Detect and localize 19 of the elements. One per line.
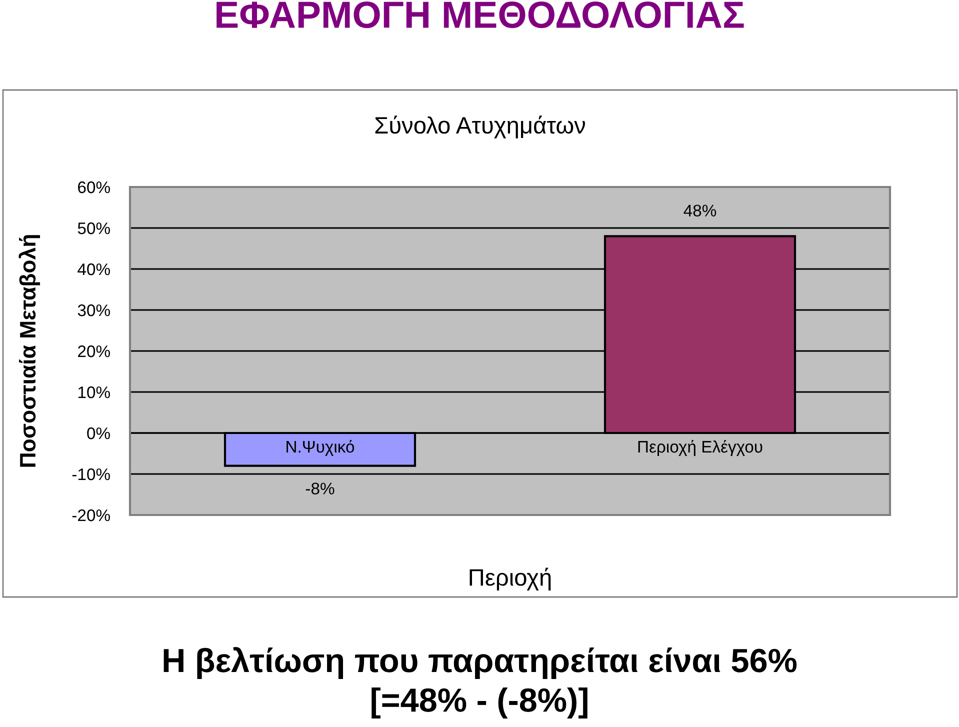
y-tick-label: 50% [78, 222, 110, 234]
text: [=48% - (-8%)] [372, 687, 588, 719]
x-tick-label: Περιοχή Ελέγχου [638, 440, 762, 456]
y-tick-label: 60% [78, 181, 110, 194]
x-axis-title: Περιοχή [470, 568, 551, 590]
y-tick-label: 10% [78, 386, 110, 398]
chart-subtitle: Σύνολο Ατυχημάτων [375, 116, 586, 138]
y-tick-label: 40% [78, 263, 110, 276]
chart-title: ΕΦΑΡΜΟΓΗ ΜΕΘΟΔΟΛΟΓΙΑΣ [216, 2, 744, 28]
y-tick-label: 0% [87, 427, 110, 440]
y-axis-title: Ποσοστιαία Μεταβολή [18, 235, 40, 467]
data-label: 48% [684, 204, 716, 217]
y-tick-label: -20% [72, 509, 110, 522]
data-label: -8% [306, 482, 334, 494]
y-tick-label: -10% [72, 468, 110, 480]
y-tick-label: 30% [78, 304, 110, 316]
text: Η βελτίωση που παρατηρείται είναι 56% [164, 647, 797, 679]
x-tick-label: Ν.Ψυχικό [286, 440, 354, 456]
y-tick-label: 20% [78, 345, 110, 358]
